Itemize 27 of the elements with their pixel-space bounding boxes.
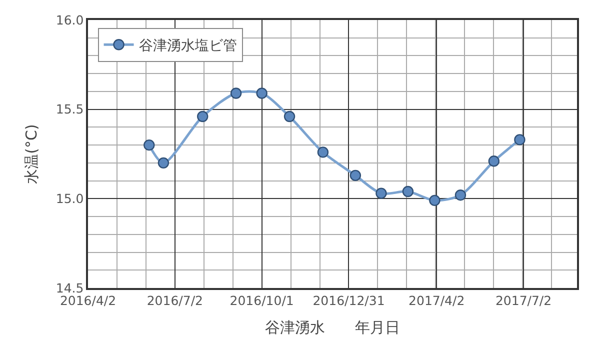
- y-axis-title: 水温(°C): [22, 124, 41, 184]
- point: [230, 88, 242, 99]
- point: [197, 110, 208, 122]
- x-tick-label: 2016/7/2: [146, 292, 203, 308]
- point: [454, 189, 466, 201]
- x-tick-label: 2017/7/2: [495, 292, 552, 308]
- point: [317, 146, 329, 158]
- point: [514, 134, 526, 146]
- x-axis-title: 谷津湧水 年月日: [265, 318, 400, 336]
- x-tick-label: 2016/4/2: [60, 292, 116, 308]
- point: [376, 188, 387, 199]
- x-tick-label: 2016/10/1: [230, 292, 294, 308]
- y-tick-label: 14.5: [56, 280, 84, 296]
- point: [256, 88, 268, 99]
- point: [429, 194, 440, 206]
- y-tick-label: 16.0: [56, 12, 84, 28]
- y-tick-label: 15.0: [56, 191, 84, 206]
- point: [488, 156, 500, 167]
- x-tick-label: 2016/12/31: [312, 292, 385, 308]
- point: [158, 157, 170, 169]
- x-tick-label: 2017/4/2: [408, 292, 465, 308]
- legend-label: 谷津湧水塩ビ管: [138, 38, 237, 54]
- point: [350, 170, 362, 182]
- point: [284, 110, 296, 122]
- point: [144, 139, 155, 151]
- y-tick-label: 15.5: [56, 102, 84, 117]
- point: [402, 186, 414, 198]
